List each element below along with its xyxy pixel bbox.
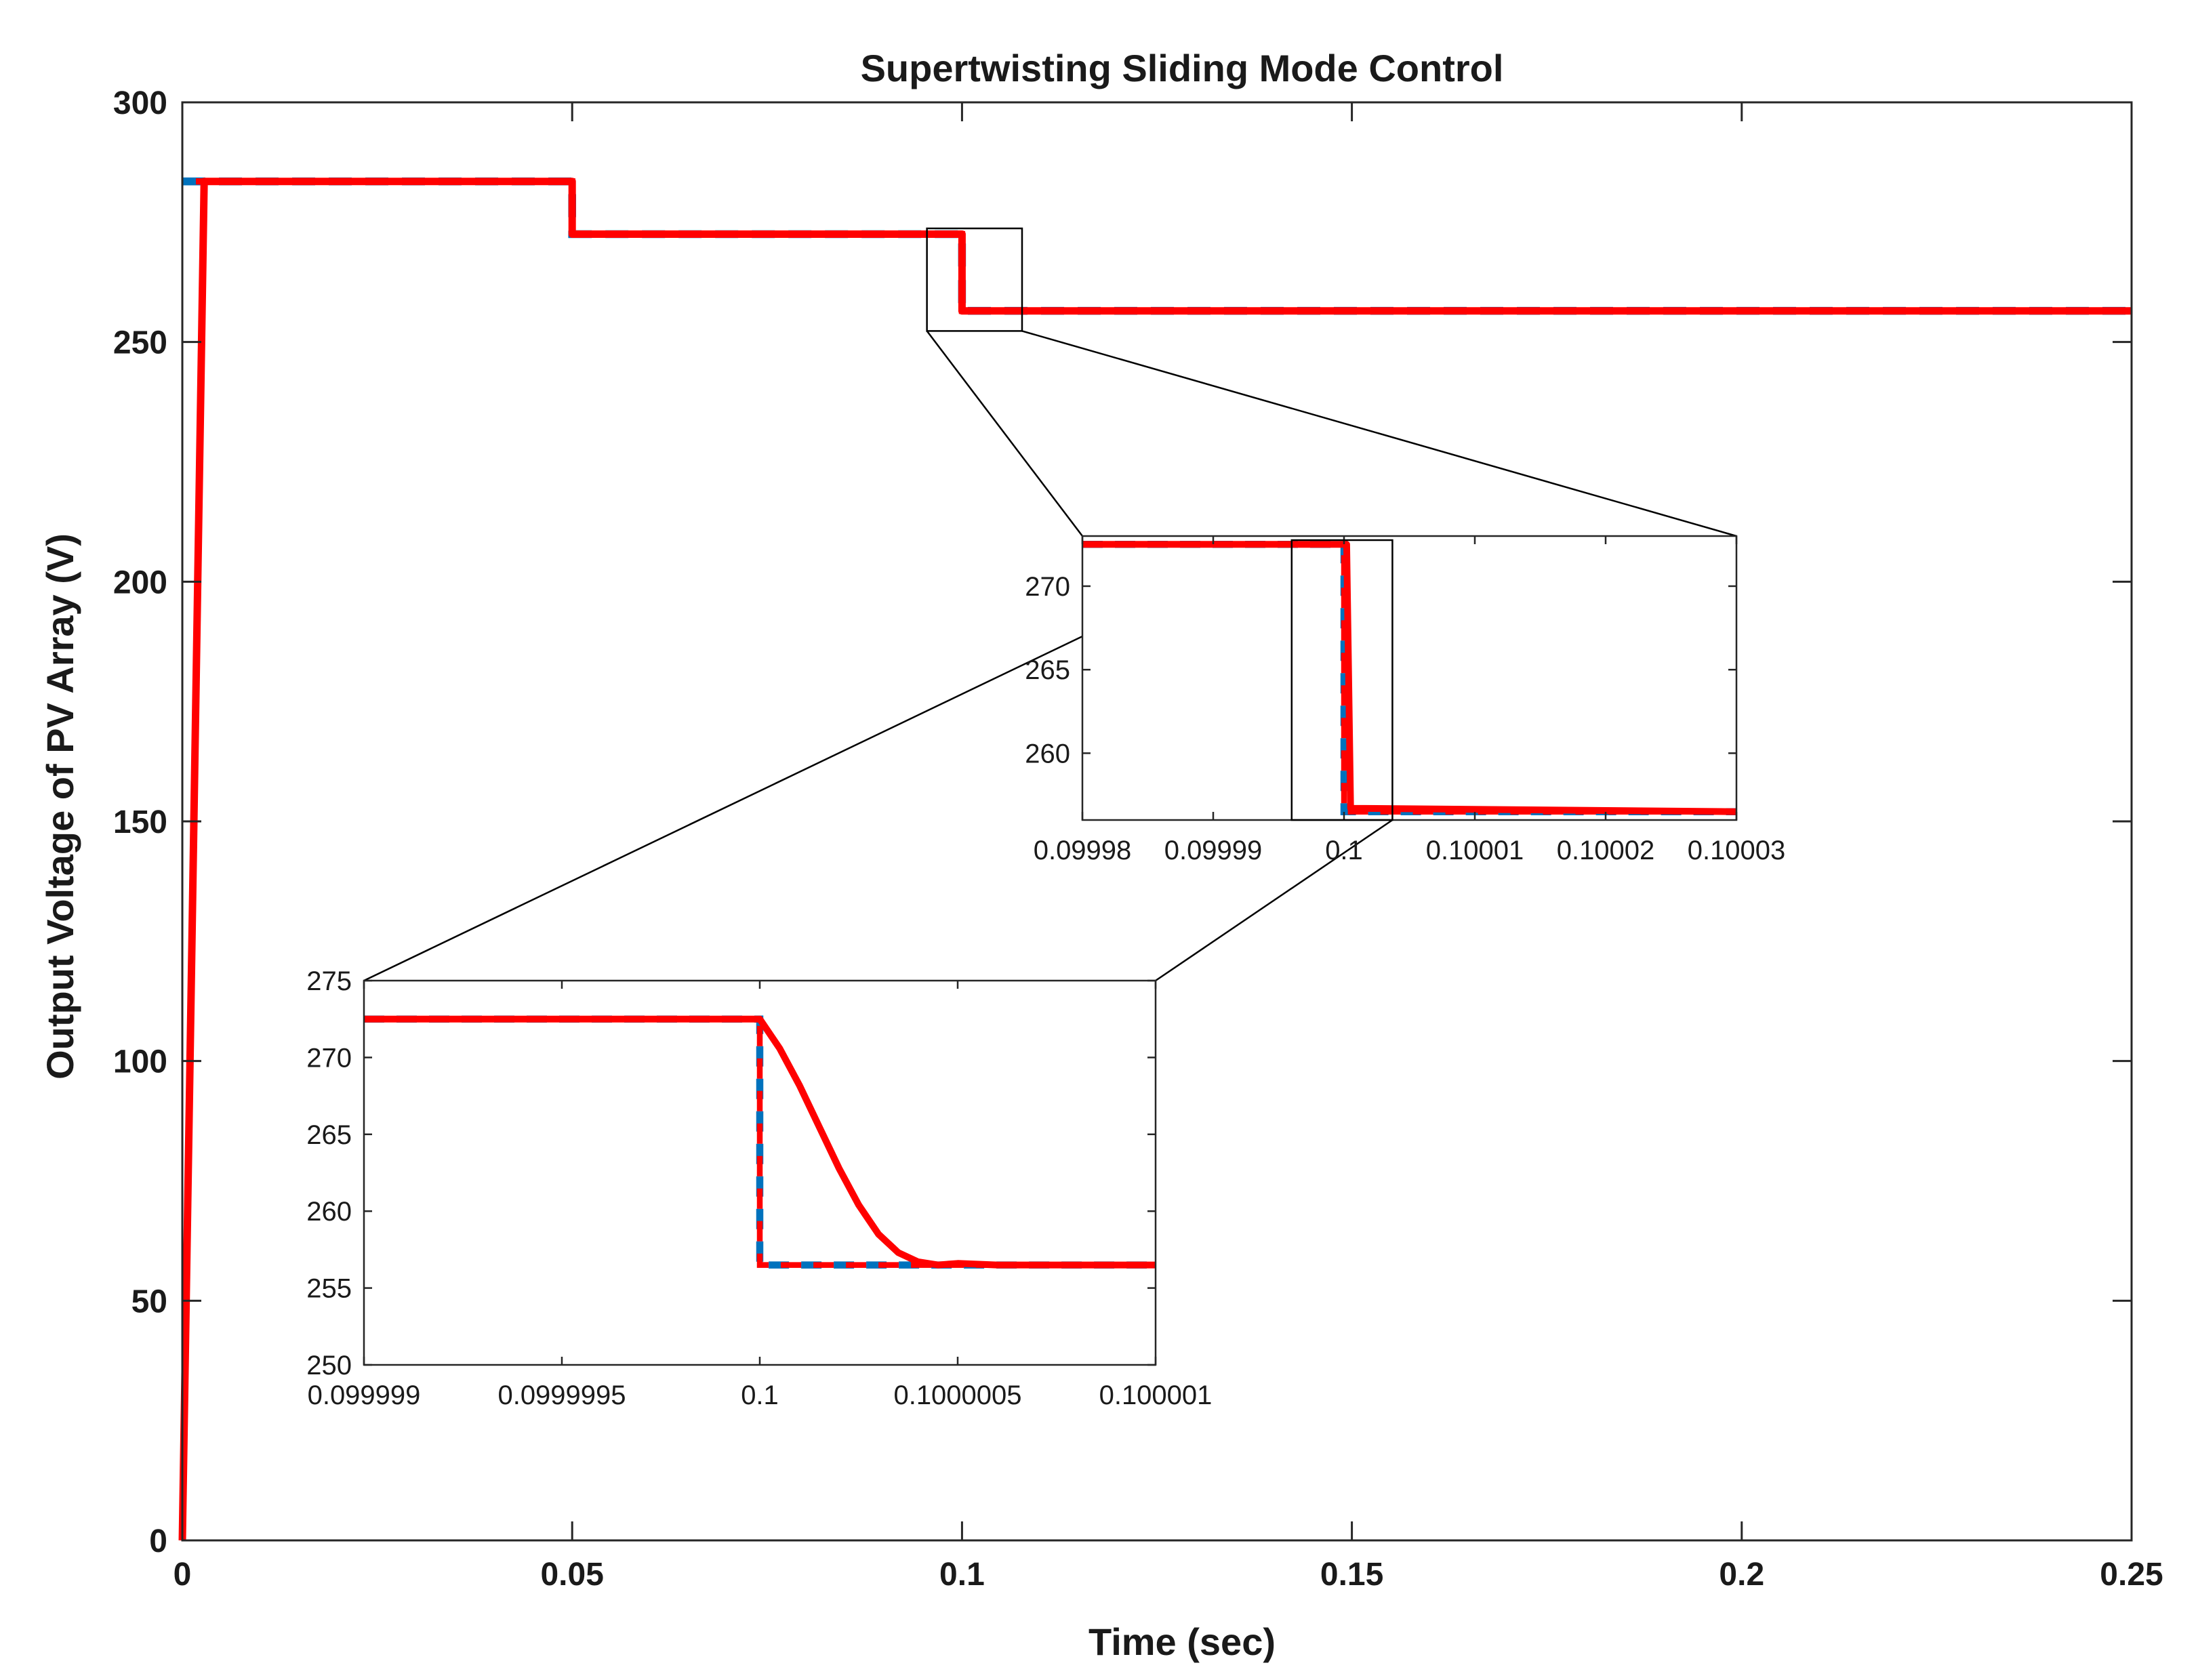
inset-1-x-tick-label: 0.10002 — [1557, 836, 1655, 865]
inset-2-y-tick-label: 265 — [306, 1120, 352, 1150]
main-x-tick-label: 0.05 — [540, 1557, 603, 1593]
y-axis-label: Output Voltage of PV Array (V) — [39, 533, 81, 1080]
inset-2-y-tick-label: 255 — [306, 1274, 352, 1304]
inset-1-x-tick-label: 0.10001 — [1426, 836, 1524, 865]
main-x-tick-label: 0 — [174, 1557, 192, 1593]
main-y-tick-label: 150 — [113, 804, 167, 840]
main-series-reference-overlay — [182, 178, 2132, 314]
inset-1-x-tick-label: 0.1 — [1325, 836, 1363, 865]
inset-1-series — [1082, 541, 1736, 815]
inset-2-x-tick-label: 0.0999995 — [497, 1380, 626, 1410]
main-plot-area: 0 0.05 0.1 0.15 0.2 0.25 0 50 100 150 200 250 300 — [113, 85, 2163, 1593]
main-x-tick-label: 0.15 — [1320, 1557, 1383, 1593]
main-y-tick-label: 300 — [113, 85, 167, 121]
inset-2-y-tick-label: 260 — [306, 1197, 352, 1227]
main-y-tick-label: 250 — [113, 325, 167, 361]
main-y-tick-label: 100 — [113, 1044, 167, 1080]
inset-1-y-tick-label: 270 — [1025, 572, 1070, 602]
inset-2-y-tick-label: 270 — [306, 1043, 352, 1073]
inset-2-x-tick-label: 0.1 — [741, 1380, 779, 1410]
main-x-tick-label: 0.2 — [1719, 1557, 1764, 1593]
main-y-tick-label: 200 — [113, 565, 167, 600]
inset-2-y-tick-label: 275 — [306, 966, 352, 996]
main-x-tick-label: 0.25 — [2100, 1557, 2163, 1593]
inset-2-x-tick-label: 0.100001 — [1099, 1380, 1213, 1410]
inset-2-x-tick-label: 0.099999 — [308, 1380, 421, 1410]
inset-1-x-tick-label: 0.09999 — [1164, 836, 1263, 865]
inset-1-zoom-box — [1290, 539, 1393, 821]
main-zoom-box — [926, 227, 1023, 332]
zoom-connector-line — [1155, 819, 1393, 982]
inset-1-x-tick-label: 0.10003 — [1688, 836, 1786, 865]
x-axis-label: Time (sec) — [1088, 1620, 1276, 1663]
inset-1-background — [1082, 536, 1736, 820]
main-y-tick-label: 0 — [149, 1523, 167, 1559]
chart-title: Supertwisting Sliding Mode Control — [861, 47, 1504, 89]
inset-2-y-tick-label: 250 — [306, 1351, 352, 1380]
inset-1-y-tick-label: 265 — [1025, 655, 1070, 685]
inset-1-x-tick-label: 0.09998 — [1034, 836, 1132, 865]
zoom-connector-line — [926, 330, 1083, 537]
inset-2-series — [364, 1015, 1156, 1269]
inset-1-frame — [1081, 535, 1738, 821]
main-x-tick-label: 0.1 — [939, 1557, 985, 1593]
inset-1: 0.09998 0.09999 0.1 0.10001 0.10002 0.10003 26… — [1025, 535, 1786, 865]
inset-1-y-tick-label: 260 — [1025, 739, 1070, 769]
zoom-connector-line — [1021, 330, 1737, 537]
inset-2: 0.099999 0.0999995 0.1 0.1000005 0.100001 250… — [306, 966, 1212, 1410]
inset-2-series-reference-overlay — [364, 1016, 1156, 1268]
inset-2-x-tick-label: 0.1000005 — [893, 1380, 1021, 1410]
main-y-tick-label: 50 — [131, 1284, 167, 1319]
